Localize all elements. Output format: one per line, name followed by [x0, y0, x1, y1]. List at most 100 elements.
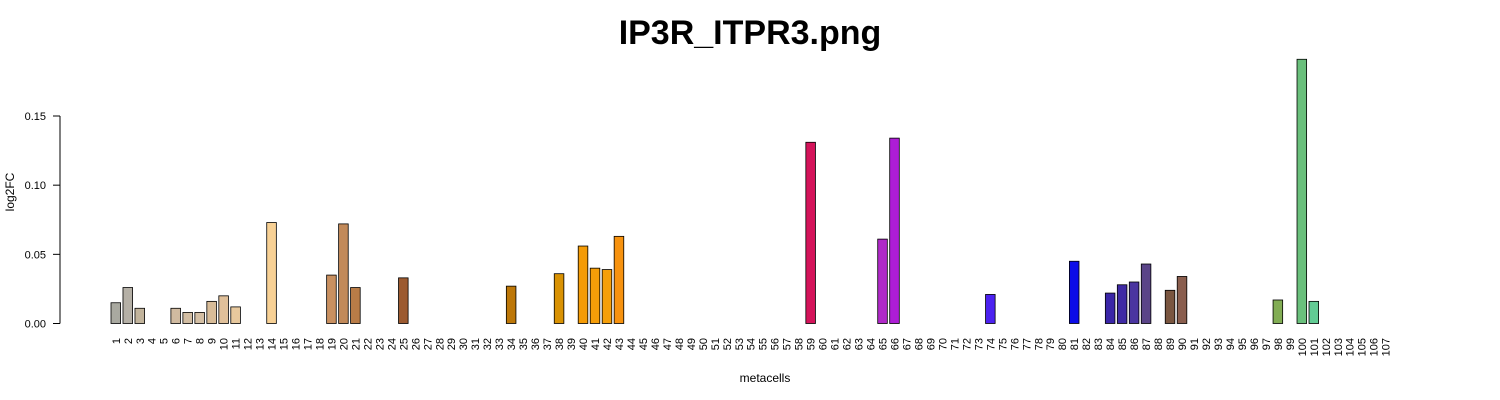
x-tick-label: 63 [854, 338, 866, 350]
bar-8 [194, 312, 205, 324]
x-tick-label: 107 [1381, 338, 1393, 356]
bar-2 [122, 287, 133, 324]
x-tick-label: 84 [1105, 338, 1117, 350]
x-tick-label: 24 [386, 338, 398, 350]
x-tick-label: 3 [135, 338, 147, 344]
x-axis-label: metacells [740, 371, 791, 385]
y-axis-label: log2FC [3, 172, 17, 211]
x-tick-label: 86 [1129, 338, 1141, 350]
x-tick-label: 5 [159, 338, 171, 344]
y-tick-label: 0.10 [25, 180, 46, 192]
x-tick-label: 59 [806, 338, 818, 350]
x-tick-label: 97 [1261, 338, 1273, 350]
x-tick-label: 101 [1309, 338, 1321, 356]
x-tick-label: 99 [1285, 338, 1297, 350]
x-tick-label: 6 [171, 338, 183, 344]
bar-66 [889, 137, 900, 324]
x-tick-label: 23 [374, 338, 386, 350]
bar-43 [613, 235, 625, 324]
x-tick-label: 88 [1153, 338, 1165, 350]
x-tick-label: 56 [770, 338, 782, 350]
y-tick-label: 0.00 [25, 319, 46, 331]
x-tick-label: 78 [1033, 338, 1045, 350]
x-tick-label: 61 [830, 338, 842, 350]
x-tick-label: 8 [195, 338, 207, 344]
chart-title: IP3R_ITPR3.png [619, 14, 882, 52]
x-tick-label: 29 [446, 338, 458, 350]
x-tick-label: 60 [818, 338, 830, 350]
x-tick-label: 69 [925, 338, 937, 350]
x-tick-label: 1 [111, 338, 123, 344]
x-tick-label: 58 [794, 338, 806, 350]
x-tick-label: 94 [1225, 338, 1237, 350]
bar-81 [1069, 260, 1080, 324]
x-tick-label: 37 [542, 338, 554, 350]
x-tick-label: 70 [937, 338, 949, 350]
x-tick-label: 38 [554, 338, 566, 350]
x-tick-label: 106 [1369, 338, 1381, 356]
x-tick-label: 81 [1069, 338, 1081, 350]
x-tick-label: 7 [183, 338, 195, 344]
bar-74 [985, 294, 996, 324]
bar-100 [1296, 58, 1308, 324]
x-tick-label: 33 [494, 338, 506, 350]
bar-59 [805, 141, 816, 324]
bar-42 [601, 269, 613, 324]
x-tick-label: 20 [338, 338, 350, 350]
bar-38 [553, 273, 565, 324]
x-tick-label: 11 [231, 338, 243, 349]
x-tick-label: 82 [1081, 338, 1093, 350]
x-tick-label: 15 [279, 338, 291, 350]
x-tick-label: 16 [291, 338, 303, 350]
bar-87 [1140, 263, 1152, 324]
x-tick-label: 42 [602, 338, 614, 350]
x-tick-label: 73 [973, 338, 985, 350]
x-tick-label: 49 [686, 338, 698, 350]
x-tick-label: 35 [518, 338, 530, 350]
x-tick-label: 57 [782, 338, 794, 350]
bar-6 [170, 307, 181, 324]
x-tick-label: 83 [1093, 338, 1105, 350]
x-tick-label: 65 [878, 338, 890, 350]
x-tick-label: 80 [1057, 338, 1069, 350]
x-tick-label: 79 [1045, 338, 1057, 350]
x-tick-label: 90 [1177, 338, 1189, 350]
x-tick-label: 74 [985, 338, 997, 350]
x-tick-label: 105 [1357, 338, 1369, 356]
x-tick-label: 2 [123, 338, 135, 344]
bars [110, 58, 1320, 324]
x-tick-label: 72 [961, 338, 973, 350]
x-tick-label: 9 [207, 338, 219, 344]
x-tick-label: 4 [147, 338, 159, 344]
x-tick-label: 30 [458, 338, 470, 350]
bar-14 [266, 222, 277, 324]
bar-40 [577, 245, 589, 324]
x-tick-label: 32 [482, 338, 494, 350]
x-tick-label: 50 [698, 338, 710, 350]
x-tick-label: 14 [267, 338, 279, 350]
x-tick-label: 54 [746, 338, 758, 350]
x-tick-label: 17 [302, 338, 314, 350]
bar-25 [398, 277, 409, 324]
x-tick-label: 55 [758, 338, 770, 350]
x-tick-label: 34 [506, 338, 518, 350]
x-tick-label: 71 [949, 338, 961, 350]
x-tick-label: 22 [362, 338, 374, 350]
x-tick-label: 98 [1273, 338, 1285, 350]
bar-20 [338, 223, 349, 324]
x-tick-label: 85 [1117, 338, 1129, 350]
x-tick-label: 19 [326, 338, 338, 350]
bar-7 [182, 312, 193, 324]
x-tick-label: 51 [710, 338, 722, 350]
x-tick-label: 67 [901, 338, 913, 350]
bar-21 [350, 287, 361, 324]
x-tick-label: 47 [662, 338, 674, 350]
x-tick-label: 31 [470, 338, 482, 350]
bar-9 [206, 300, 217, 324]
bar-34 [505, 285, 517, 324]
x-tick-label: 75 [997, 338, 1009, 350]
bar-19 [326, 274, 337, 324]
bar-101 [1308, 300, 1320, 324]
x-tick-label: 26 [410, 338, 422, 350]
